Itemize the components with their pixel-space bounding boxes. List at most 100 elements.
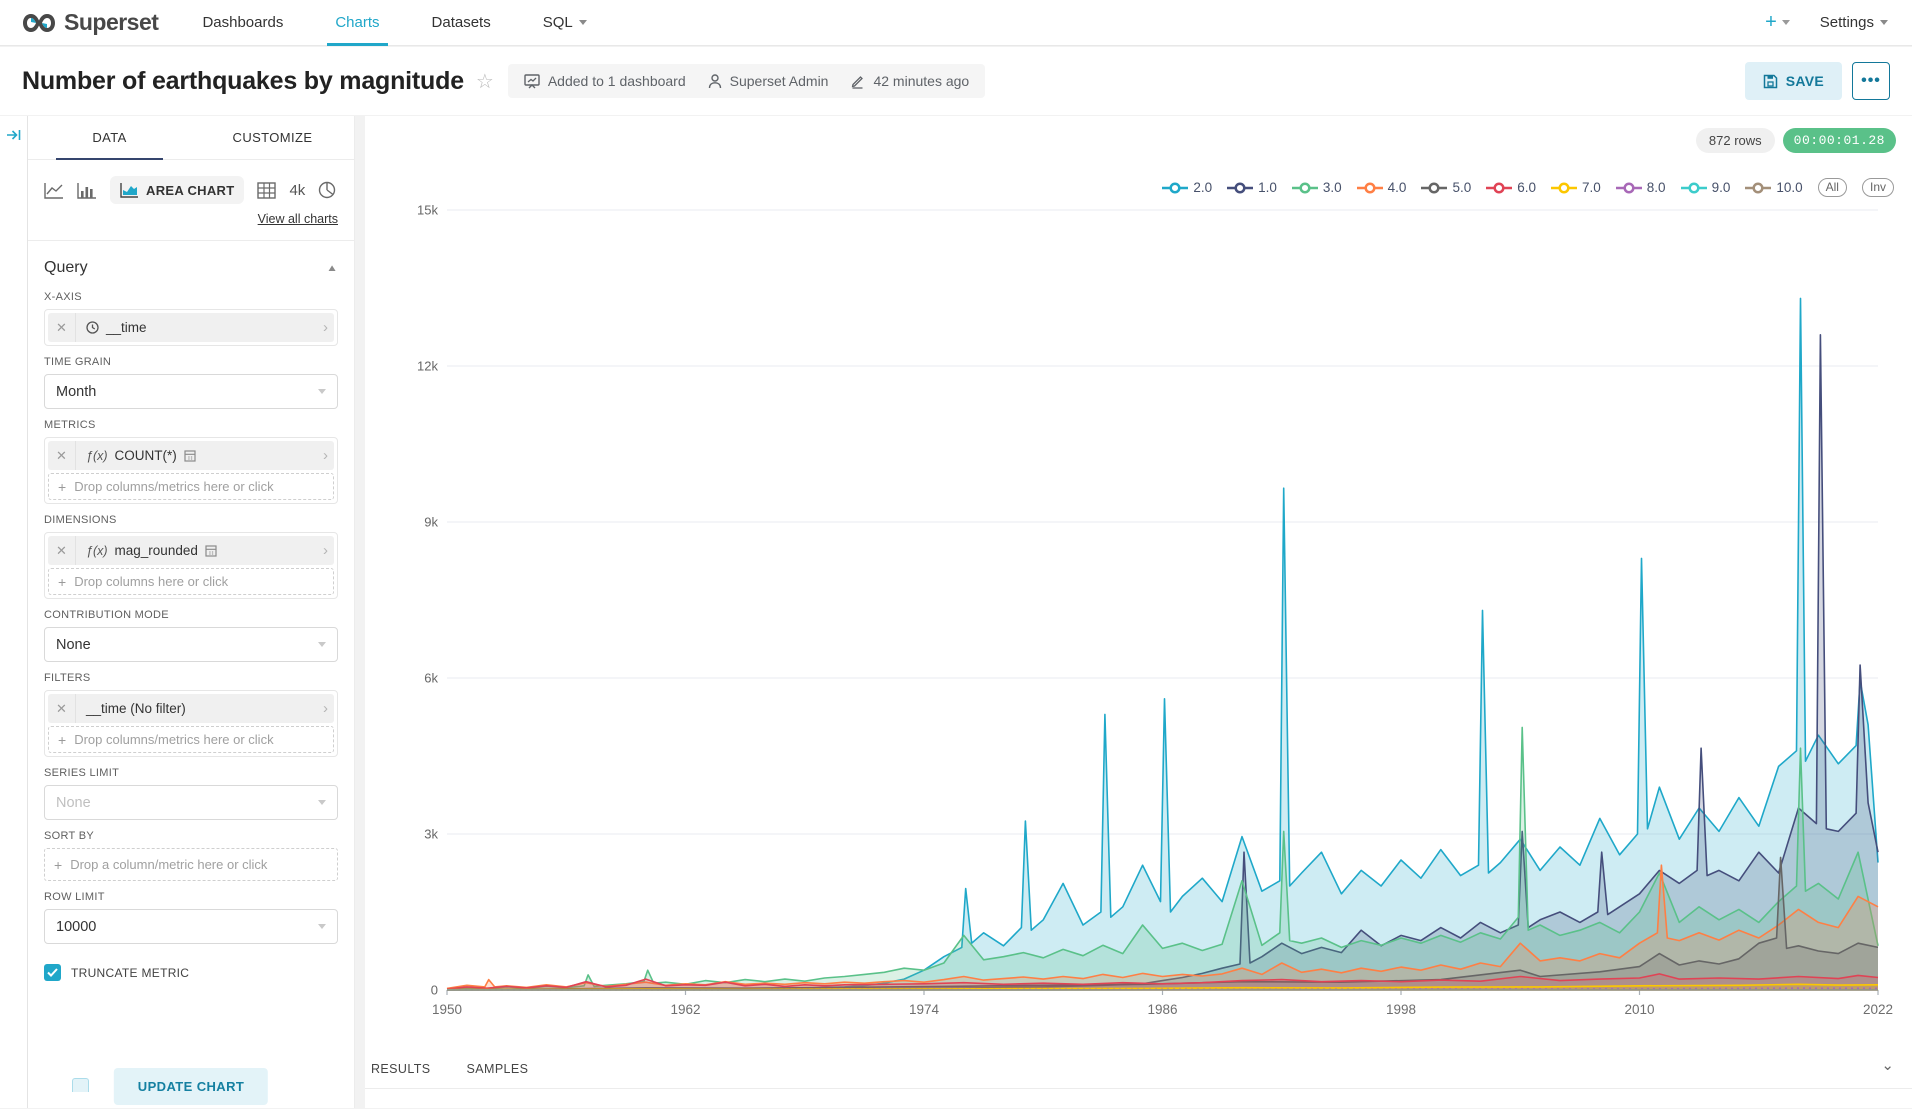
tab-results[interactable]: RESULTS: [371, 1062, 431, 1076]
x-axis-tick-label: 1962: [670, 1002, 700, 1017]
legend-marker-icon: [1616, 182, 1642, 194]
pie-chart-icon[interactable]: [318, 181, 336, 199]
save-disk-icon: [1763, 74, 1778, 89]
plus-icon: +: [58, 732, 66, 748]
tab-samples[interactable]: SAMPLES: [467, 1062, 529, 1076]
y-axis-tick-label: 3k: [424, 827, 438, 842]
nav-item-datasets[interactable]: Datasets: [406, 0, 517, 46]
time-grain-select[interactable]: Month: [44, 374, 338, 409]
nav-item-charts[interactable]: Charts: [309, 0, 405, 46]
main-nav: Dashboards Charts Datasets SQL: [176, 0, 612, 46]
settings-menu[interactable]: Settings: [1820, 14, 1888, 31]
nav-item-dashboards[interactable]: Dashboards: [176, 0, 309, 46]
dimension-value-pill[interactable]: ✕ ƒ(x) mag_rounded ›: [48, 536, 334, 565]
xaxis-value-pill[interactable]: ✕ __time ›: [48, 313, 334, 342]
check-icon: [47, 968, 58, 977]
series-limit-select[interactable]: None: [44, 785, 338, 820]
chevron-down-icon: [318, 800, 326, 805]
legend-item-6.0[interactable]: 6.0: [1486, 180, 1536, 195]
line-chart-icon[interactable]: [44, 182, 64, 199]
chart-legend: 2.0 1.0 3.0 4.0 5.0 6.0 7.0 8.0 9.0 10: [1162, 178, 1894, 197]
chevron-down-icon: [1880, 20, 1888, 25]
contribution-mode-select[interactable]: None: [44, 627, 338, 662]
x-axis-tick-label: 1998: [1386, 1002, 1416, 1017]
row-limit-label: ROW LIMIT: [44, 891, 338, 903]
legend-item-3.0[interactable]: 3.0: [1292, 180, 1342, 195]
tab-data[interactable]: DATA: [28, 116, 191, 159]
remove-icon[interactable]: ✕: [48, 694, 76, 723]
dimensions-drop-zone[interactable]: + Drop columns here or click: [48, 568, 334, 595]
legend-item-4.0[interactable]: 4.0: [1357, 180, 1407, 195]
new-item-button[interactable]: +: [1765, 11, 1790, 34]
dashboards-meta[interactable]: Added to 1 dashboard: [524, 73, 686, 89]
xaxis-label: X-AXIS: [44, 291, 338, 303]
truncate-metric-checkbox[interactable]: [44, 964, 61, 981]
legend-all-button[interactable]: All: [1818, 178, 1847, 197]
legend-item-2.0[interactable]: 2.0: [1162, 180, 1212, 195]
legend-item-1.0[interactable]: 1.0: [1227, 180, 1277, 195]
legend-marker-icon: [1681, 182, 1707, 194]
legend-marker-icon: [1486, 182, 1512, 194]
chevron-up-icon[interactable]: ▲: [326, 262, 338, 273]
filters-field: ✕ __time (No filter) › + Drop columns/me…: [44, 690, 338, 757]
infinity-logo-icon: [22, 12, 56, 34]
y-axis-tick-label: 12k: [417, 359, 438, 374]
metrics-label: METRICS: [44, 419, 338, 431]
y-axis-tick-label: 6k: [424, 671, 438, 686]
page-title: Number of earthquakes by magnitude: [22, 67, 464, 96]
time-grain-label: TIME GRAIN: [44, 356, 338, 368]
x-axis-tick-label: 1986: [1147, 1002, 1177, 1017]
y-axis-tick-label: 15k: [417, 203, 438, 218]
x-axis-tick-label: 1950: [432, 1002, 462, 1017]
collapse-panel-icon[interactable]: [6, 128, 22, 142]
pencil-icon: [850, 74, 865, 89]
more-options-button[interactable]: •••: [1852, 62, 1890, 100]
legend-item-5.0[interactable]: 5.0: [1421, 180, 1471, 195]
owner-meta[interactable]: Superset Admin: [708, 73, 829, 89]
legend-item-7.0[interactable]: 7.0: [1551, 180, 1601, 195]
filters-drop-zone[interactable]: + Drop columns/metrics here or click: [48, 726, 334, 753]
last-modified-meta[interactable]: 42 minutes ago: [850, 73, 969, 89]
chevron-down-icon: [1782, 20, 1790, 25]
dashboard-icon: [524, 74, 540, 89]
legend-item-8.0[interactable]: 8.0: [1616, 180, 1666, 195]
nav-item-sql[interactable]: SQL: [517, 0, 613, 46]
metrics-drop-zone[interactable]: + Drop columns/metrics here or click: [48, 473, 334, 500]
tab-customize[interactable]: CUSTOMIZE: [191, 116, 354, 159]
viz-type-4k[interactable]: 4k: [289, 182, 305, 199]
partial-checkbox[interactable]: [72, 1078, 89, 1092]
legend-item-9.0[interactable]: 9.0: [1681, 180, 1731, 195]
sort-by-drop-zone[interactable]: + Drop a column/metric here or click: [44, 848, 338, 881]
control-panel: DATA CUSTOMIZE AREA CHART 4k View all ch…: [28, 116, 355, 1108]
table-icon[interactable]: [257, 182, 276, 199]
plus-icon: +: [54, 857, 62, 873]
legend-item-10.0[interactable]: 10.0: [1745, 180, 1802, 195]
panel-collapse-strip: [0, 116, 28, 1108]
area-chart-icon: [120, 182, 139, 198]
chevron-down-icon: [579, 20, 587, 25]
chevron-down-icon: [318, 642, 326, 647]
favorite-star-icon[interactable]: ☆: [476, 69, 494, 94]
row-limit-select[interactable]: 10000: [44, 909, 338, 944]
legend-inv-button[interactable]: Inv: [1862, 178, 1894, 197]
save-button[interactable]: SAVE: [1745, 62, 1842, 100]
bar-chart-icon[interactable]: [77, 182, 97, 199]
remove-icon[interactable]: ✕: [48, 536, 76, 565]
view-all-charts-link[interactable]: View all charts: [28, 206, 354, 240]
y-axis-tick-label: 9k: [424, 515, 438, 530]
legend-marker-icon: [1227, 182, 1253, 194]
top-navbar: Superset Dashboards Charts Datasets SQL …: [0, 0, 1912, 46]
expand-results-chevron-icon[interactable]: ⌄: [1881, 1056, 1894, 1074]
update-chart-button[interactable]: UPDATE CHART: [114, 1068, 268, 1105]
viz-type-area-chart[interactable]: AREA CHART: [110, 176, 244, 204]
dimensions-label: DIMENSIONS: [44, 514, 338, 526]
remove-icon[interactable]: ✕: [48, 313, 76, 342]
function-icon: ƒ(x): [86, 449, 108, 463]
filter-value-pill[interactable]: ✕ __time (No filter) ›: [48, 694, 334, 723]
user-icon: [708, 74, 722, 89]
y-axis-tick-label: 0: [431, 983, 438, 998]
series-limit-label: SERIES LIMIT: [44, 767, 338, 779]
metric-value-pill[interactable]: ✕ ƒ(x) COUNT(*) ›: [48, 441, 334, 470]
remove-icon[interactable]: ✕: [48, 441, 76, 470]
superset-logo[interactable]: Superset: [0, 9, 176, 36]
